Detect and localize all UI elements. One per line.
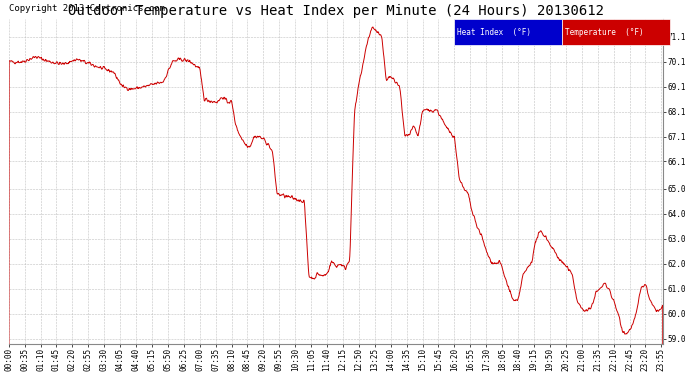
Text: Temperature  (°F): Temperature (°F) (565, 28, 644, 37)
FancyBboxPatch shape (454, 20, 562, 45)
Text: Heat Index  (°F): Heat Index (°F) (457, 28, 531, 37)
Text: Copyright 2013 Cartronics.com: Copyright 2013 Cartronics.com (9, 4, 164, 13)
FancyBboxPatch shape (562, 20, 670, 45)
Title: Outdoor Temperature vs Heat Index per Minute (24 Hours) 20130612: Outdoor Temperature vs Heat Index per Mi… (68, 4, 604, 18)
